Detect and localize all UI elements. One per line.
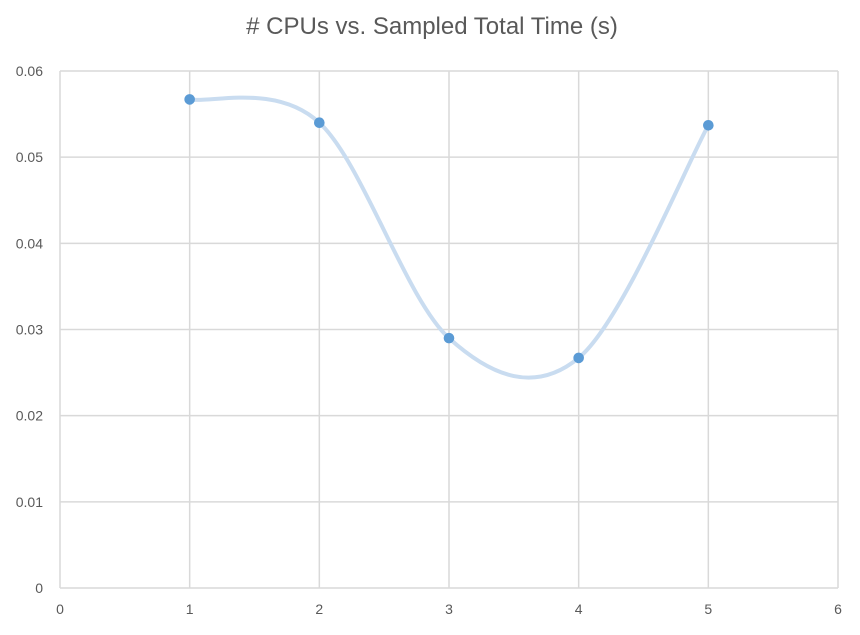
chart-title: # CPUs vs. Sampled Total Time (s) <box>246 13 618 40</box>
data-series <box>184 94 714 380</box>
y-axis-tick-label: 0.05 <box>16 149 43 165</box>
x-axis-tick-label: 5 <box>704 601 712 617</box>
x-axis-tick-label: 2 <box>315 601 323 617</box>
data-point <box>573 352 584 364</box>
axes <box>59 71 838 589</box>
y-axis-tick-labels: 0 0.01 0.02 0.03 0.04 0.05 0.06 <box>16 63 43 596</box>
y-axis-tick-label: 0.02 <box>16 408 43 424</box>
y-axis-tick-label: 0.04 <box>16 235 43 251</box>
x-axis-tick-labels: 0 1 2 3 4 5 6 <box>56 601 842 617</box>
y-axis-tick-label: 0.01 <box>16 494 43 510</box>
data-point <box>184 94 195 105</box>
x-axis-tick-label: 4 <box>575 601 583 617</box>
x-axis-tick-label: 3 <box>445 601 453 617</box>
y-axis-tick-label: 0.03 <box>16 322 43 338</box>
x-axis-tick-label: 0 <box>56 601 64 617</box>
y-axis-tick-label: 0 <box>35 580 43 596</box>
data-point <box>443 332 455 344</box>
x-axis-tick-label: 6 <box>834 601 842 617</box>
data-point <box>314 117 325 128</box>
x-axis-tick-label: 1 <box>186 601 194 617</box>
data-point <box>703 119 714 131</box>
grid-lines <box>60 70 839 588</box>
y-axis-tick-label: 0.06 <box>16 63 43 79</box>
